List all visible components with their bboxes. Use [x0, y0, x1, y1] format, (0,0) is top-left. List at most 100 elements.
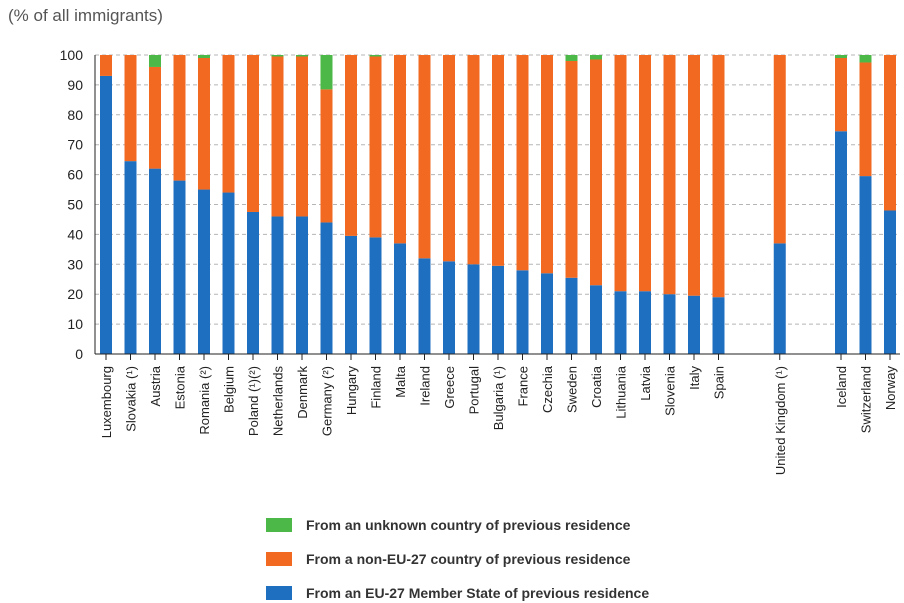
x-tick-label-romania: Romania (²) — [197, 366, 212, 435]
bar-segment — [369, 56, 382, 238]
x-tick-label-germany: Germany (²) — [320, 366, 335, 436]
bar-segment — [541, 55, 553, 274]
x-tick-label-austria: Austria — [148, 365, 163, 406]
bar-segment — [884, 210, 896, 354]
x-tick-label-ireland: Ireland — [418, 366, 433, 406]
y-tick-label: 40 — [67, 226, 83, 242]
bar-segment — [198, 189, 210, 354]
bar-segment — [565, 60, 578, 278]
bar-segment — [271, 56, 284, 217]
bar-segment — [247, 211, 259, 354]
bar-segment — [663, 55, 676, 295]
y-tick-label: 20 — [67, 286, 83, 302]
bar-segment — [443, 261, 455, 354]
x-tick-label-sweden: Sweden — [565, 366, 580, 413]
y-tick-label: 10 — [67, 316, 83, 332]
y-tick-label: 0 — [75, 346, 83, 362]
x-tick-label-bulgaria: Bulgaria (¹) — [491, 366, 506, 430]
x-tick-label-hungary: Hungary — [344, 366, 359, 416]
bar-segment — [773, 55, 786, 244]
x-tick-label-belgium: Belgium — [222, 366, 237, 413]
bar-segment — [198, 55, 210, 58]
bar-segment — [884, 55, 896, 211]
bar-segment — [835, 131, 847, 354]
x-tick-label-poland: Poland (¹)(²) — [246, 366, 261, 436]
bar-segment — [271, 55, 284, 57]
bar-segment — [614, 55, 627, 292]
bar-segment — [149, 66, 161, 169]
x-tick-label-latvia: Latvia — [638, 365, 653, 400]
bar-segment — [467, 55, 480, 265]
x-tick-label-france: France — [516, 366, 531, 406]
bar-segment — [663, 294, 676, 354]
unit-label: (% of all immigrants) — [8, 6, 163, 25]
bar-segment — [222, 192, 235, 354]
bar-segment — [688, 295, 700, 354]
y-tick-label: 80 — [67, 107, 83, 123]
x-tick-label-iceland: Iceland — [834, 366, 849, 408]
bar-segment — [565, 55, 578, 61]
y-tick-label: 30 — [67, 256, 83, 272]
bar-segment — [492, 55, 504, 266]
x-tick-label-united-kingdom: United Kingdom (¹) — [773, 366, 788, 475]
x-tick-label-malta: Malta — [393, 365, 408, 398]
bar-segment — [516, 270, 529, 354]
bar-segment — [859, 176, 872, 354]
x-tick-label-estonia: Estonia — [173, 365, 188, 409]
bar-segment — [492, 265, 504, 354]
bar-segment — [394, 243, 406, 354]
bar-segment — [124, 55, 137, 162]
bar-segment — [173, 180, 186, 354]
bar-segment — [859, 62, 872, 177]
bar-segment — [418, 258, 431, 354]
bar-segment — [369, 237, 382, 354]
bar-segment — [516, 55, 529, 271]
legend-item-unknown: From an unknown country of previous resi… — [266, 517, 630, 533]
x-tick-label-netherlands: Netherlands — [271, 366, 286, 437]
bar-segment — [271, 216, 284, 354]
bar-segment — [296, 216, 308, 354]
bar-segment — [173, 55, 186, 181]
stacked-bar-chart: 0 10 20 30 40 50 60 70 80 90 100 Luxembourg Slovakia… — [60, 47, 900, 475]
bar-segment — [639, 55, 651, 292]
bar-segment — [320, 89, 333, 223]
y-tick-label: 70 — [67, 137, 83, 153]
legend-label-non-eu: From a non-EU-27 country of previous res… — [306, 551, 631, 567]
bar-segment — [100, 55, 112, 76]
bar-segment — [198, 57, 210, 190]
bar-segment — [835, 57, 847, 132]
legend-item-eu: From an EU-27 Member State of previous r… — [266, 585, 649, 601]
x-tick-label-italy: Italy — [687, 366, 702, 390]
bar-segment — [835, 55, 847, 58]
bar-segment — [394, 55, 406, 244]
bar-segment — [222, 55, 235, 193]
y-tick-label: 90 — [67, 77, 83, 93]
x-tick-label-lithuania: Lithuania — [614, 365, 629, 419]
bar-segment — [639, 291, 651, 354]
legend-swatch-eu — [266, 586, 292, 600]
x-tick-label-luxembourg: Luxembourg — [99, 366, 114, 438]
bar-segment — [467, 264, 480, 354]
x-tick-label-slovakia: Slovakia (¹) — [124, 366, 139, 432]
x-tick-label-czechia: Czechia — [540, 365, 555, 413]
bar-segment — [124, 161, 137, 354]
bar-segment — [369, 55, 382, 57]
bar-segment — [712, 55, 725, 298]
legend-label-eu: From an EU-27 Member State of previous r… — [306, 585, 650, 601]
bar-segment — [100, 75, 112, 355]
x-tick-label-switzerland: Switzerland — [859, 366, 874, 433]
bar-segment — [590, 59, 602, 286]
bar-segment — [712, 297, 725, 354]
bar-segment — [149, 168, 161, 354]
legend-swatch-unknown — [266, 518, 292, 532]
bar-segment — [247, 55, 259, 212]
bar-segment — [296, 56, 308, 217]
bar-segment — [296, 55, 308, 57]
y-tick-label: 50 — [67, 197, 83, 213]
legend-label-unknown: From an unknown country of previous resi… — [306, 517, 631, 533]
bar-segment — [688, 55, 700, 296]
y-tick-label: 60 — [67, 167, 83, 183]
legend-swatch-non-eu — [266, 552, 292, 566]
x-tick-label-greece: Greece — [442, 366, 457, 409]
x-tick-label-portugal: Portugal — [467, 366, 482, 415]
